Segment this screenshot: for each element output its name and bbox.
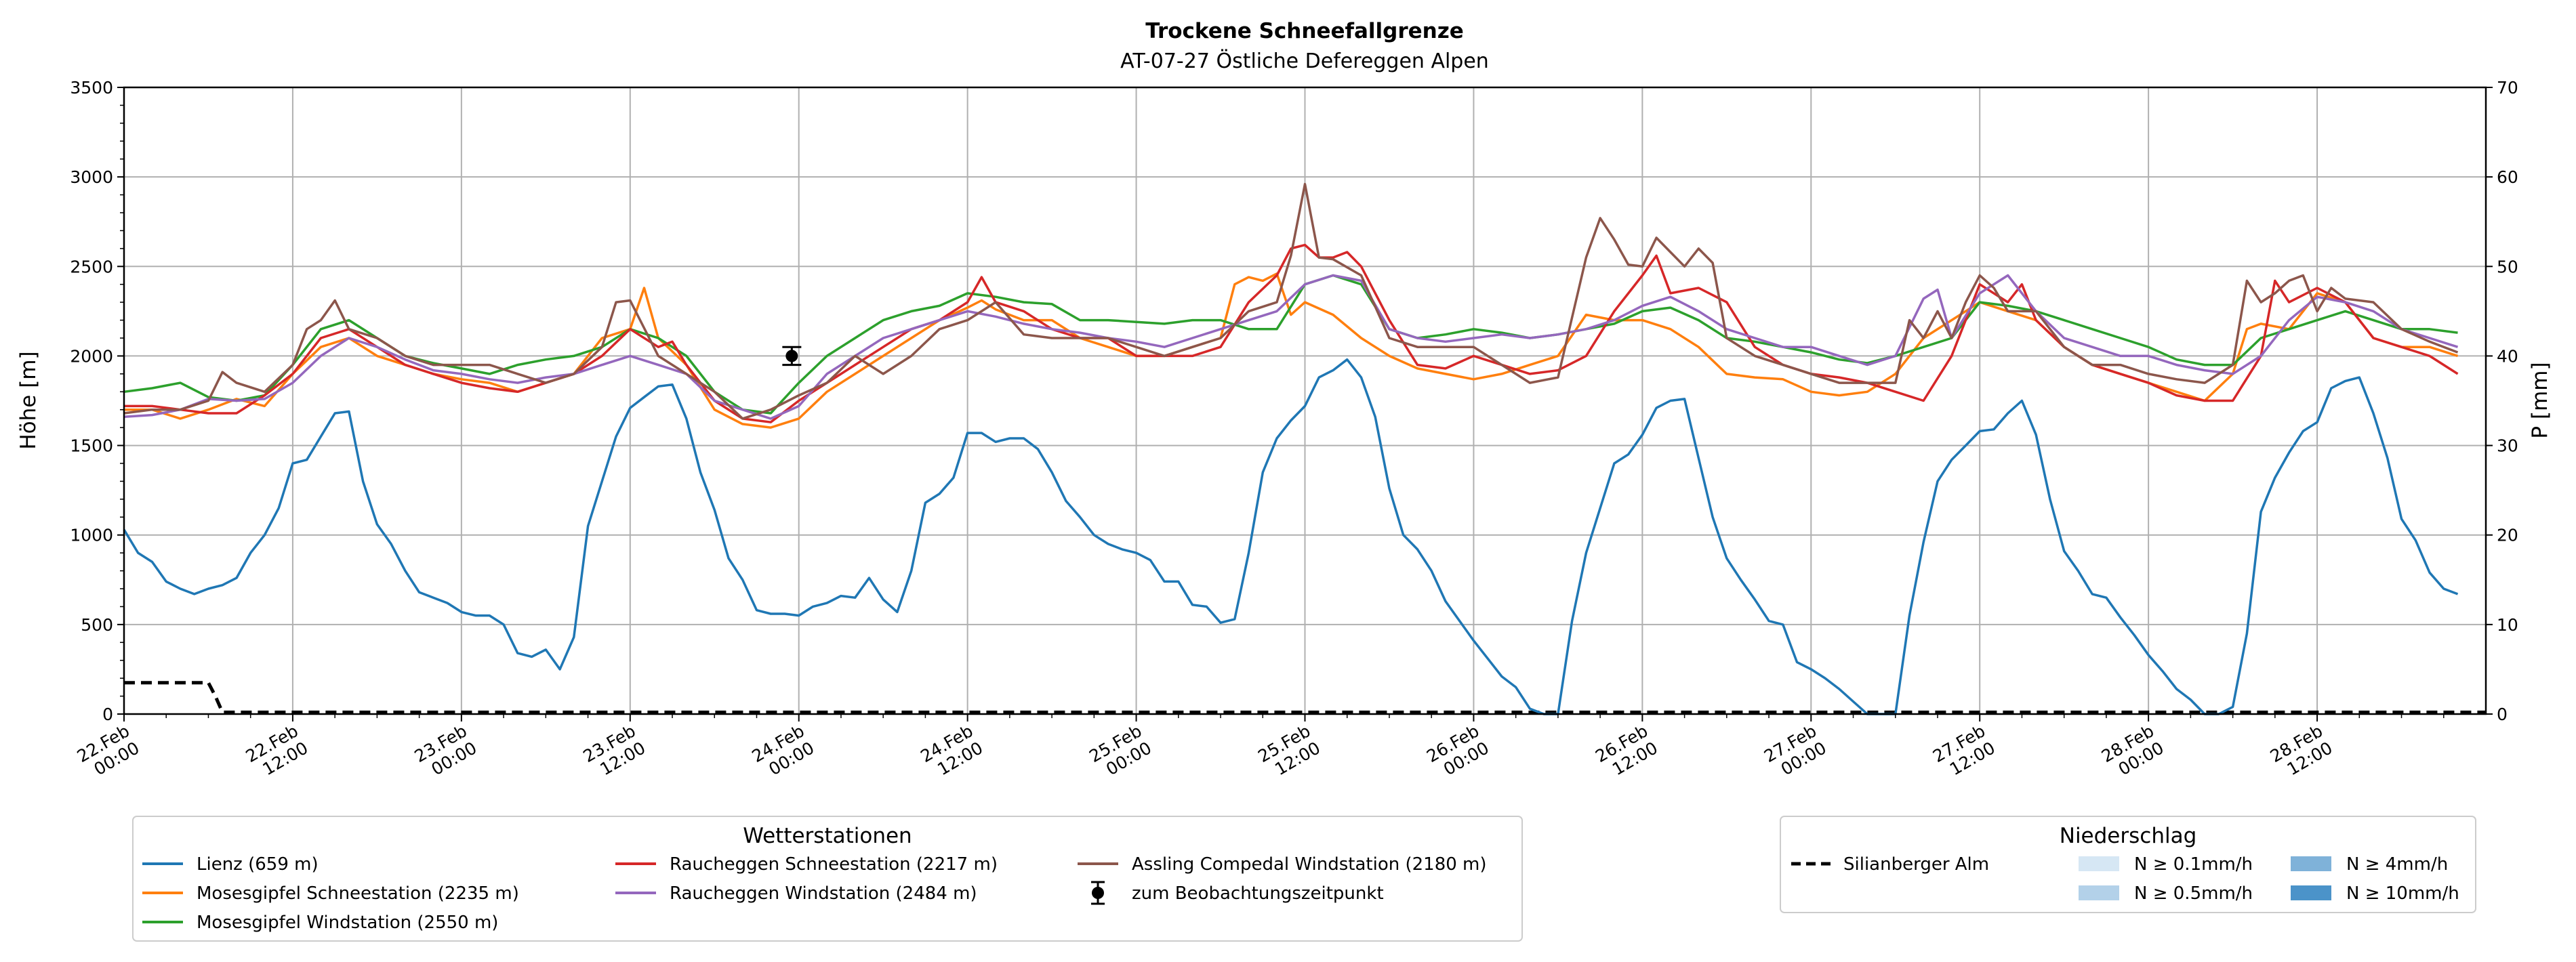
obs-point <box>785 350 798 362</box>
y-tick-label: 3500 <box>70 78 113 98</box>
series-line <box>123 358 2459 715</box>
y2-tick-label: 40 <box>2497 346 2518 366</box>
legend-label: Assling Compedal Windstation (2180 m) <box>1132 854 1487 875</box>
legend-precip-title: Niederschlag <box>2060 824 2197 848</box>
series-line <box>123 274 2459 420</box>
y2-tick-label: 10 <box>2497 615 2518 635</box>
legend-stations-frame <box>132 816 1523 942</box>
legend-precip-swatch <box>2291 885 2331 900</box>
series-layer <box>123 182 2486 715</box>
precip-line <box>124 681 2486 714</box>
legend-precip-swatch <box>2079 885 2119 900</box>
y-tick-label: 2000 <box>70 346 113 366</box>
legend-label: zum Beobachtungszeitpunkt <box>1132 883 1384 904</box>
y-tick-label: 1500 <box>70 436 113 456</box>
y2-tick-label: 70 <box>2497 78 2518 98</box>
y-tick-label: 0 <box>102 705 113 724</box>
legend-precip-swatch <box>2079 856 2119 871</box>
chart-subtitle: AT-07-27 Östliche Defereggen Alpen <box>1120 49 1489 73</box>
y2-tick-label: 30 <box>2497 436 2518 456</box>
y-tick-label: 1000 <box>70 526 113 545</box>
legend-label: N ≥ 0.5mm/h <box>2134 883 2253 904</box>
legend-label: N ≥ 4mm/h <box>2346 854 2448 875</box>
legend-label: N ≥ 10mm/h <box>2346 883 2459 904</box>
legend-obs-point <box>1092 887 1104 899</box>
y2-tick-label: 60 <box>2497 167 2518 187</box>
legend-stations-title: Wetterstationen <box>743 824 912 848</box>
y-tick-label: 500 <box>81 615 113 635</box>
legend-precip-swatch <box>2291 856 2331 871</box>
legend-label: Raucheggen Windstation (2484 m) <box>670 883 977 904</box>
legend-label: Lienz (659 m) <box>197 854 319 875</box>
legend-stations: Wetterstationen Lienz (659 m) Mosesgipfel… <box>132 816 1523 942</box>
y2-tick-label: 20 <box>2497 526 2518 545</box>
legend-label: N ≥ 0.1mm/h <box>2134 854 2253 875</box>
y-tick-label: 3000 <box>70 167 113 187</box>
chart-title: Trockene Schneefallgrenze <box>1145 19 1464 43</box>
y2-tick-label: 0 <box>2497 705 2508 724</box>
plot-frame <box>123 86 2487 715</box>
series-line <box>123 182 2459 420</box>
legend-label: Raucheggen Schneestation (2217 m) <box>670 854 998 875</box>
y-tick-label: 2500 <box>70 257 113 276</box>
y-axis-label: Höhe [m] <box>16 351 41 449</box>
legend-label: Mosesgipfel Windstation (2550 m) <box>197 913 498 933</box>
y2-tick-label: 50 <box>2497 257 2518 276</box>
legend-precip: Niederschlag Silianberger Alm N ≥ 0.1mm/h… <box>1780 816 2476 913</box>
legend-label: Mosesgipfel Schneestation (2235 m) <box>197 883 519 904</box>
y2-axis-label: P [mm] <box>2528 362 2552 438</box>
legend-label: Silianberger Alm <box>1843 854 1989 875</box>
series-line <box>123 274 2458 415</box>
